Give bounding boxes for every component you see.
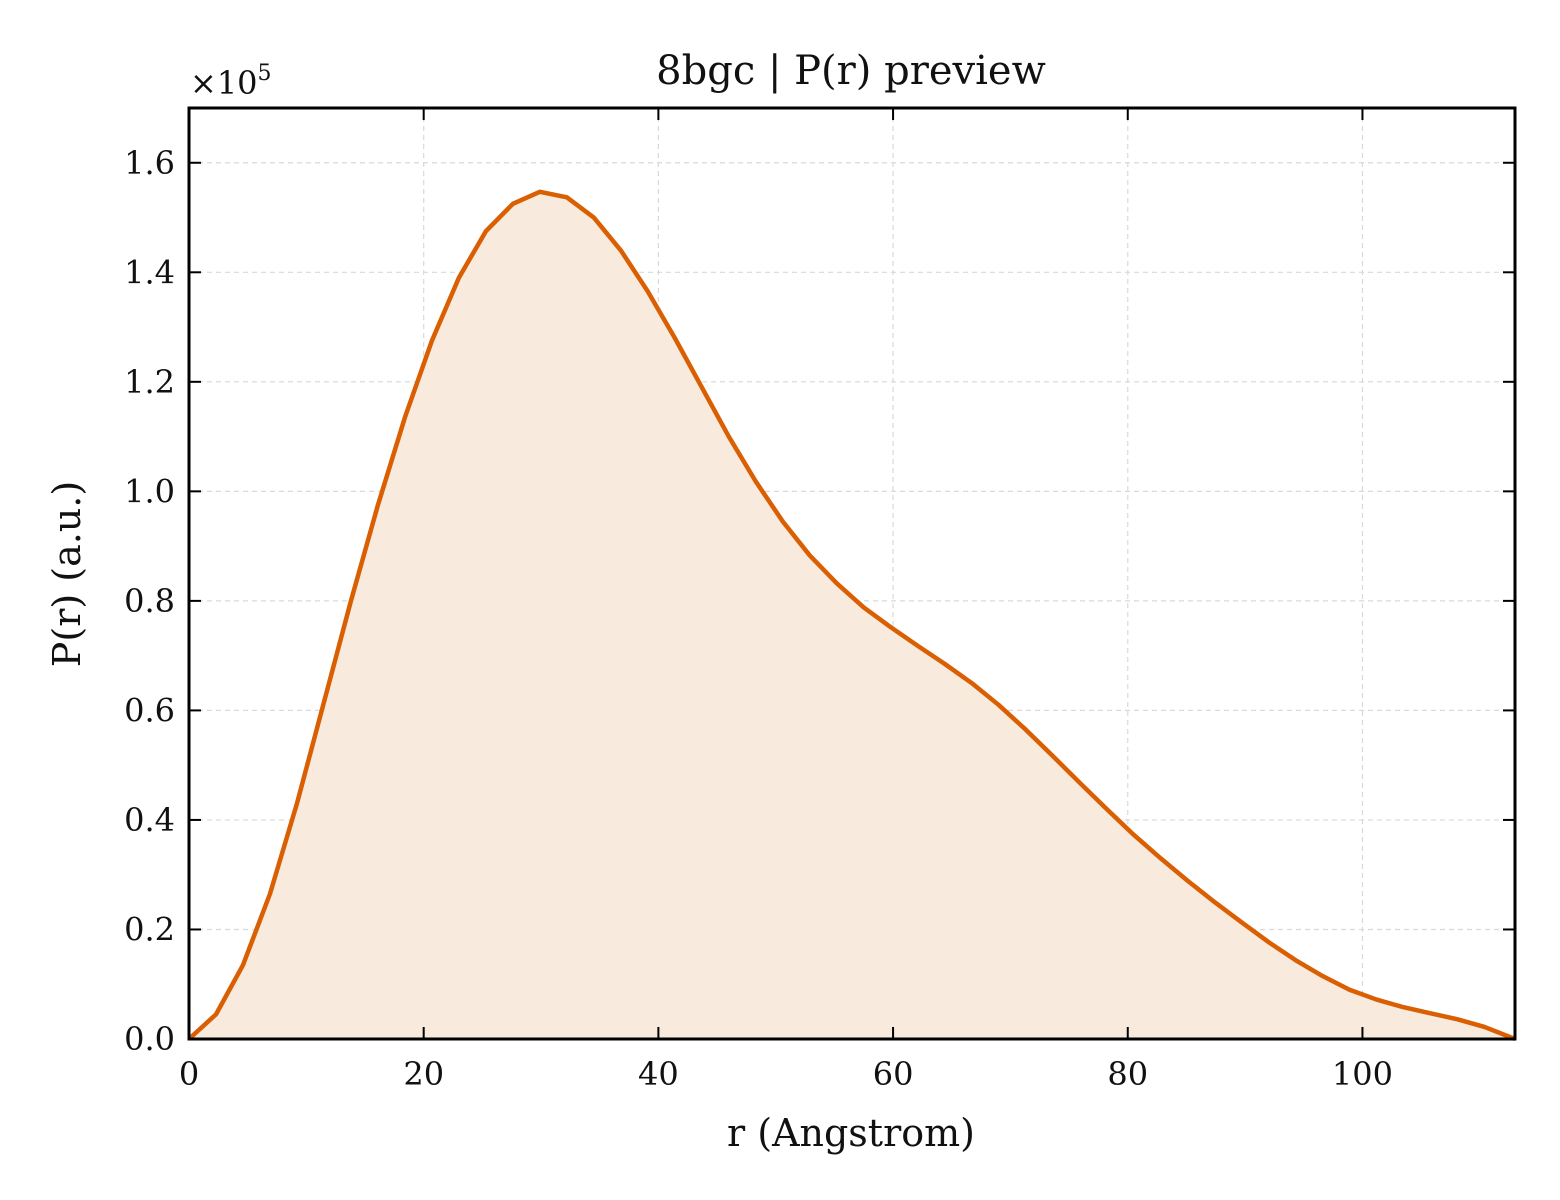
y-tick-label: 1.6 <box>124 144 175 182</box>
plot-frame <box>187 106 1517 1041</box>
y-multiplier-base: ×10 <box>190 64 258 102</box>
y-multiplier-exponent: 5 <box>258 61 272 86</box>
x-tick-label: 60 <box>873 1055 914 1093</box>
x-tick-label: 40 <box>638 1055 679 1093</box>
x-tick-label: 0 <box>179 1055 199 1093</box>
x-tick-label: 80 <box>1107 1055 1148 1093</box>
y-tick-label: 1.0 <box>124 472 175 510</box>
series-line <box>187 189 1516 1042</box>
x-tick-label: 20 <box>403 1055 444 1093</box>
y-tick-label: 0.4 <box>124 801 175 839</box>
x-tick-label: 100 <box>1332 1055 1393 1093</box>
y-tick-label: 1.4 <box>124 253 175 291</box>
area-fill <box>189 191 1515 1040</box>
y-tick-label: 0.6 <box>124 691 175 729</box>
y-axis-title: P(r) (a.u.) <box>45 481 89 667</box>
chart-title: 8bgc | P(r) preview <box>656 48 1046 94</box>
y-tick-label: 0.0 <box>124 1020 175 1058</box>
tick-layer: 0 20 40 60 80 100 0.0 0.2 0.4 0.6 0.8 1.0 1.2 1.4 1.6 <box>124 108 1515 1093</box>
y-tick-label: 0.8 <box>124 582 175 620</box>
y-tick-label: 0.2 <box>124 910 175 948</box>
y-axis-multiplier: ×105 <box>190 61 272 102</box>
x-axis-title: r (Angstrom) <box>727 1111 975 1155</box>
y-tick-label: 1.2 <box>124 363 175 401</box>
